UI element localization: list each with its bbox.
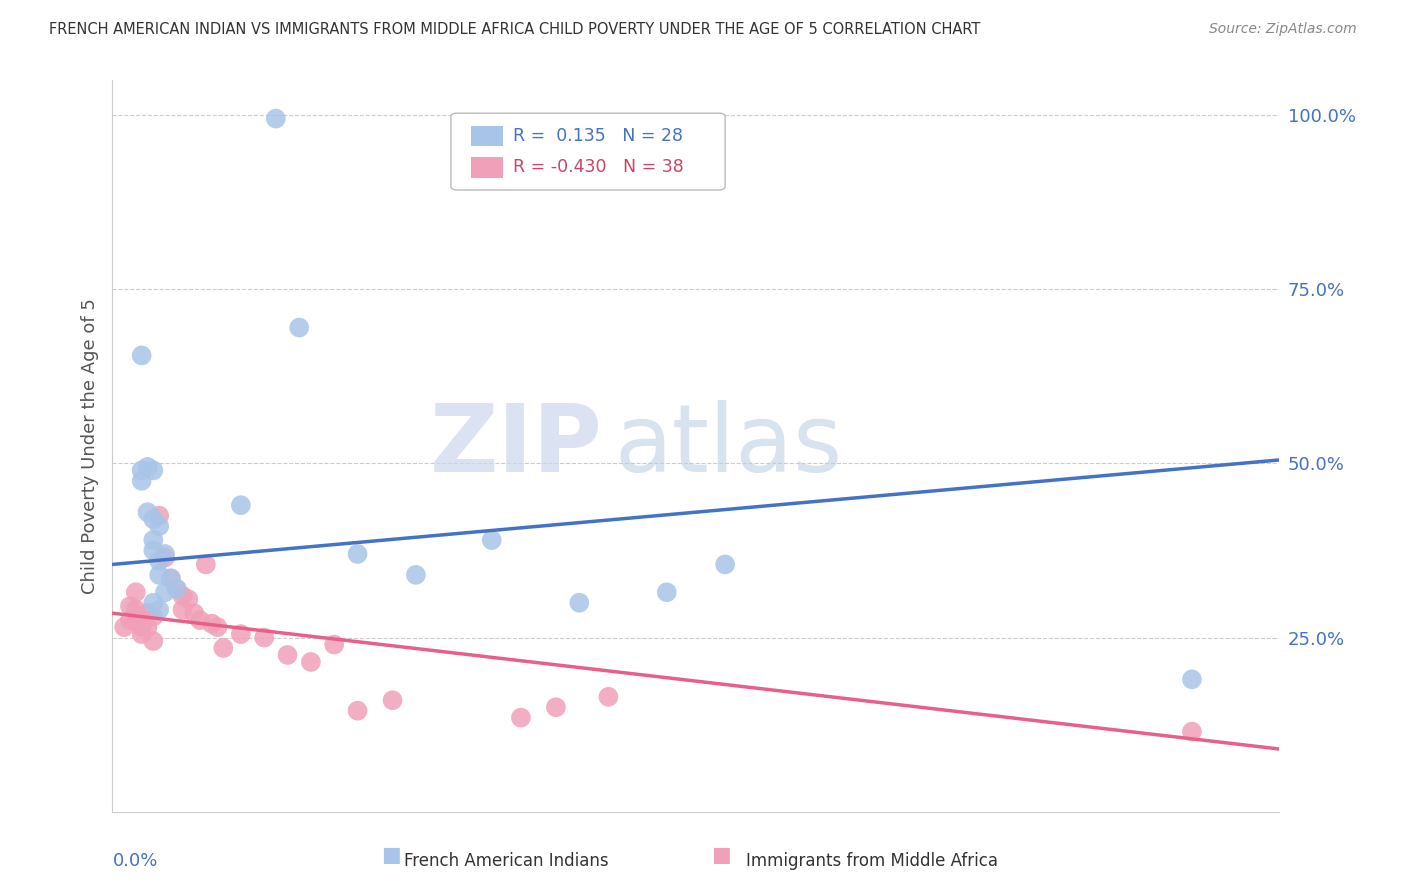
Point (142, 533, 165, 547)
Point (118, 599, 141, 614)
Point (544, 700, 567, 714)
Point (136, 620, 159, 634)
FancyBboxPatch shape (451, 113, 725, 190)
Point (264, 112, 287, 126)
Point (142, 596, 165, 610)
Point (481, 533, 503, 547)
Point (125, 603, 148, 617)
Point (160, 571, 183, 585)
Point (112, 620, 135, 634)
Y-axis label: Child Poverty Under the Age of 5: Child Poverty Under the Age of 5 (80, 298, 98, 594)
Point (153, 585, 176, 599)
Point (131, 613, 153, 627)
Point (172, 589, 194, 603)
Point (201, 616, 224, 631)
Text: FRENCH AMERICAN INDIAN VS IMMIGRANTS FROM MIDDLE AFRICA CHILD POVERTY UNDER THE : FRENCH AMERICAN INDIAN VS IMMIGRANTS FRO… (49, 22, 980, 37)
Text: ■: ■ (381, 846, 401, 865)
Point (118, 613, 141, 627)
Point (172, 603, 194, 617)
Point (148, 554, 170, 568)
Point (148, 508, 170, 523)
Point (131, 627, 153, 641)
Point (323, 638, 346, 652)
Point (405, 567, 427, 582)
Point (136, 606, 159, 620)
Point (142, 543, 165, 558)
Text: 0.0%: 0.0% (112, 852, 157, 870)
Point (346, 547, 368, 561)
Text: Immigrants from Middle Africa: Immigrants from Middle Africa (745, 852, 998, 870)
Point (229, 627, 252, 641)
Point (655, 585, 678, 599)
Text: R = -0.430   N = 38: R = -0.430 N = 38 (513, 158, 683, 177)
Point (207, 620, 229, 634)
Point (131, 620, 153, 634)
Point (125, 613, 148, 627)
Point (148, 567, 170, 582)
Point (568, 596, 591, 610)
Text: atlas: atlas (614, 400, 842, 492)
Point (136, 459, 159, 474)
Point (253, 631, 276, 645)
Point (131, 463, 153, 477)
Text: ■: ■ (711, 846, 731, 865)
Point (166, 582, 188, 596)
Text: ZIP: ZIP (430, 400, 603, 492)
Point (381, 693, 404, 707)
Point (714, 558, 737, 572)
Point (160, 571, 183, 585)
Point (598, 690, 620, 704)
Point (131, 474, 153, 488)
Point (177, 592, 200, 607)
Point (142, 512, 165, 526)
FancyBboxPatch shape (471, 126, 503, 146)
Text: Source: ZipAtlas.com: Source: ZipAtlas.com (1209, 22, 1357, 37)
Point (509, 711, 531, 725)
Point (183, 606, 205, 620)
Point (142, 463, 165, 477)
Point (276, 648, 298, 662)
FancyBboxPatch shape (471, 157, 503, 178)
Text: French American Indians: French American Indians (404, 852, 609, 870)
Point (288, 320, 311, 334)
Point (148, 603, 170, 617)
Point (212, 640, 235, 655)
Point (166, 582, 188, 596)
Point (125, 585, 148, 599)
Point (142, 634, 165, 648)
Point (194, 558, 217, 572)
Point (153, 550, 176, 565)
Point (136, 505, 159, 519)
Text: R =  0.135   N = 28: R = 0.135 N = 28 (513, 127, 683, 145)
Point (1181, 673, 1204, 687)
Point (188, 613, 211, 627)
Point (153, 547, 176, 561)
Point (131, 348, 153, 362)
Point (142, 609, 165, 624)
Point (148, 519, 170, 533)
Point (131, 616, 153, 631)
Point (299, 655, 322, 669)
Point (346, 704, 368, 718)
Point (229, 498, 252, 512)
Point (1181, 724, 1204, 739)
